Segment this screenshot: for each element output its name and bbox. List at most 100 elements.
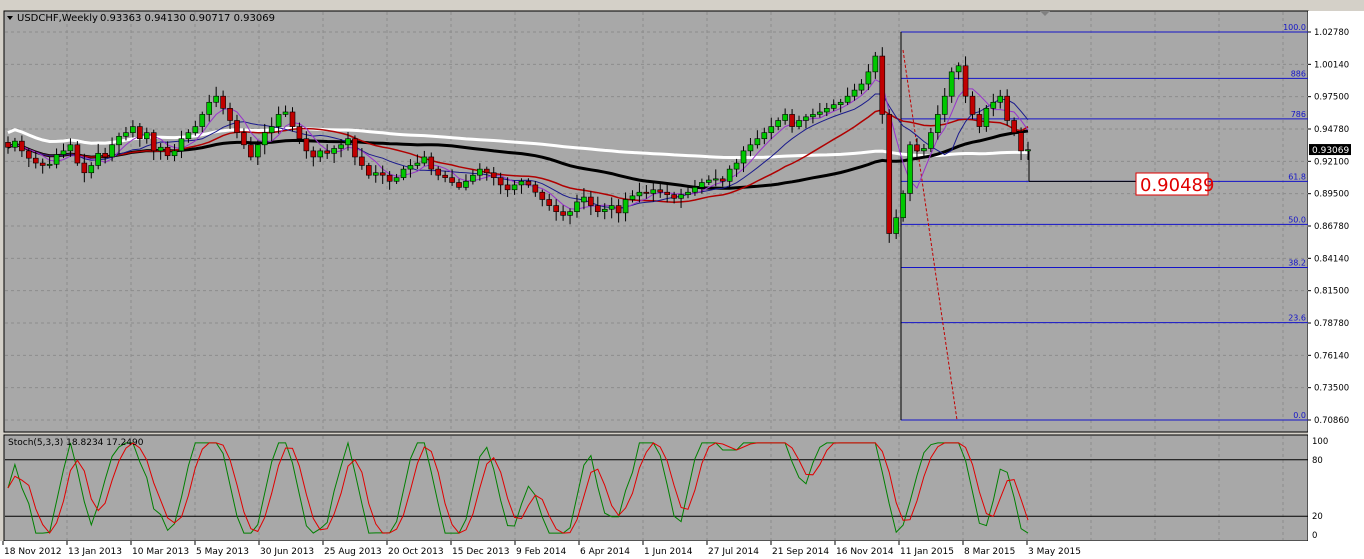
bear-candle: [324, 150, 330, 154]
bull-candle: [95, 153, 102, 166]
bull-candle: [331, 148, 337, 154]
bull-candle: [574, 201, 580, 212]
bull-candle: [213, 95, 219, 103]
bull-candle: [699, 182, 705, 188]
bear-candle: [969, 95, 976, 115]
bear-candle: [150, 132, 157, 152]
price-callout-box[interactable]: [1135, 172, 1209, 196]
time-tick-label: 11 Jan 2015: [900, 547, 954, 557]
bull-candle: [46, 163, 53, 166]
bull-candle: [692, 187, 698, 193]
fibonacci-level-label: 61.8: [1288, 172, 1306, 181]
bull-candle: [768, 126, 775, 133]
bear-candle: [657, 189, 664, 193]
bear-candle: [379, 172, 386, 176]
bull-candle: [775, 120, 782, 127]
bull-candle: [740, 150, 747, 164]
bear-candle: [352, 138, 358, 158]
fibonacci-levels: 100.0 886 786 61.8 50.0 38.2 23.6 0.0: [900, 23, 1308, 421]
time-tick-label: 3 May 2015: [1028, 547, 1081, 557]
shift-marker-icon[interactable]: [1040, 11, 1050, 16]
candlesticks: [5, 47, 1031, 243]
price-tick-label: 0.70860: [1314, 416, 1349, 426]
time-tick-label: 9 Feb 2014: [516, 547, 567, 557]
bull-candle: [372, 172, 379, 176]
bear-candle: [449, 177, 455, 183]
bear-candle: [539, 191, 546, 200]
bear-candle: [74, 144, 81, 164]
time-tick-label: 1 Jun 2014: [644, 547, 693, 557]
bear-candle: [296, 126, 303, 140]
bear-candle: [137, 126, 143, 140]
time-tick-label: 6 Apr 2014: [580, 547, 630, 557]
bull-candle: [997, 95, 1004, 103]
bull-candle: [338, 144, 344, 149]
moving-averages: [7, 78, 1029, 210]
bear-candle: [1004, 95, 1010, 121]
bear-candle: [490, 172, 497, 178]
bull-candle: [622, 199, 629, 214]
price-tick-label: 0.86780: [1314, 222, 1349, 232]
bull-candle: [123, 132, 129, 137]
bull-candle: [941, 95, 948, 115]
bear-candle: [664, 191, 670, 195]
bull-candle: [706, 179, 712, 183]
stochastic-tick-label: 80: [1312, 456, 1323, 466]
bull-candle: [317, 150, 324, 158]
price-tick-label: 0.76140: [1314, 351, 1349, 361]
current-price-tag: [1309, 144, 1351, 156]
bull-candle: [199, 114, 206, 127]
bull-candle: [407, 165, 414, 170]
bull-candle: [53, 154, 60, 165]
bull-candle: [463, 180, 469, 188]
bull-candle: [754, 138, 761, 146]
bull-candle: [261, 132, 268, 146]
bear-candle: [234, 120, 240, 133]
bull-candle: [601, 208, 608, 212]
bear-candle: [386, 174, 393, 182]
bear-candle: [588, 196, 594, 206]
bull-candle: [178, 138, 185, 152]
bear-candle: [504, 184, 511, 191]
bull-candle: [511, 184, 518, 191]
violet-moving-average: [7, 78, 1029, 210]
time-tick-label: 30 Jun 2013: [260, 547, 314, 557]
bear-candle: [553, 205, 559, 212]
bull-candle: [823, 108, 830, 113]
bear-candle: [248, 144, 254, 158]
bull-candle: [60, 150, 67, 155]
bear-candle: [19, 140, 25, 152]
fibonacci-level-label: 100.0: [1283, 23, 1306, 32]
bull-candle: [796, 120, 802, 127]
bear-candle: [366, 165, 372, 176]
bear-candle: [435, 168, 442, 176]
bear-candle: [289, 111, 296, 127]
bull-candle: [477, 168, 483, 176]
bull-candle: [921, 148, 927, 152]
price-tick-label: 0.89500: [1314, 190, 1349, 200]
bull-candle: [733, 162, 740, 170]
bull-candle: [844, 95, 851, 103]
bull-candle: [685, 191, 691, 195]
dropdown-triangle-icon[interactable]: [7, 16, 13, 20]
bull-candle: [782, 114, 788, 121]
bull-candle: [872, 55, 879, 73]
bear-candle: [359, 156, 365, 166]
price-tick-label: 0.97500: [1314, 93, 1349, 103]
symbol-label: USDCHF,Weekly: [17, 13, 98, 24]
price-tick-label: 1.00140: [1314, 60, 1349, 70]
bull-candle: [567, 211, 573, 216]
time-axis: [0, 541, 1364, 559]
bull-candle: [608, 205, 615, 210]
price-tick-label: 1.02780: [1314, 28, 1349, 38]
bull-candle: [865, 71, 872, 85]
price-callout-label: 0.90489: [1140, 175, 1214, 196]
time-tick-labels: 18 Nov 2012 13 Jan 2013 10 Mar 2013 5 May 2…: [2, 541, 1081, 557]
stochastic-tick-label: 0: [1312, 531, 1317, 541]
bull-candle: [907, 144, 913, 194]
price-tick-label: 0.84140: [1314, 254, 1349, 264]
bull-candle: [421, 156, 428, 164]
bear-candle: [303, 138, 310, 152]
bear-candle: [241, 132, 247, 146]
bull-candle: [983, 108, 990, 127]
